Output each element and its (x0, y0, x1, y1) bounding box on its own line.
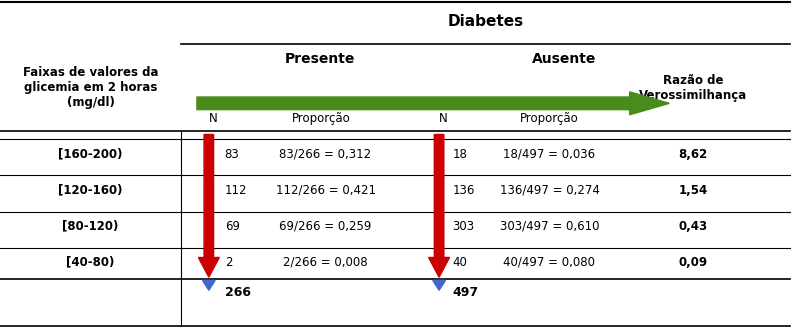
Text: 112/266 = 0,421: 112/266 = 0,421 (276, 184, 376, 197)
Text: 40: 40 (453, 256, 468, 269)
Text: 112: 112 (225, 184, 247, 197)
Text: 136: 136 (453, 184, 475, 197)
Text: [40-80): [40-80) (67, 256, 114, 269)
Text: [120-160): [120-160) (58, 184, 123, 197)
Text: 2/266 = 0,008: 2/266 = 0,008 (283, 256, 368, 269)
Text: Presente: Presente (285, 52, 355, 66)
Text: Diabetes: Diabetes (448, 14, 523, 30)
Text: 303: 303 (453, 220, 475, 233)
Text: 497: 497 (453, 286, 479, 299)
Text: Proporção: Proporção (292, 112, 351, 125)
Text: 1,54: 1,54 (679, 184, 707, 197)
Text: Faixas de valores da
glicemia em 2 horas
(mg/dl): Faixas de valores da glicemia em 2 horas… (23, 66, 158, 109)
Text: [80-120): [80-120) (62, 220, 119, 233)
Text: 136/497 = 0,274: 136/497 = 0,274 (499, 184, 599, 197)
Text: 303/497 = 0,610: 303/497 = 0,610 (499, 220, 599, 233)
Polygon shape (202, 280, 215, 290)
FancyArrow shape (198, 134, 219, 277)
Text: 0,09: 0,09 (679, 256, 707, 269)
Text: 0,43: 0,43 (679, 220, 707, 233)
Text: 69/266 = 0,259: 69/266 = 0,259 (279, 220, 372, 233)
Text: 69: 69 (225, 220, 240, 233)
Text: 8,62: 8,62 (679, 148, 707, 161)
Text: Proporção: Proporção (520, 112, 579, 125)
Text: Razão de
Verossimilhança: Razão de Verossimilhança (639, 74, 747, 102)
Text: 83: 83 (225, 148, 240, 161)
FancyArrow shape (429, 134, 449, 277)
Text: Ausente: Ausente (532, 52, 596, 66)
Text: 40/497 = 0,080: 40/497 = 0,080 (503, 256, 596, 269)
Text: 266: 266 (225, 286, 251, 299)
Text: [160-200): [160-200) (58, 148, 123, 161)
Text: 2: 2 (225, 256, 232, 269)
Text: 18/497 = 0,036: 18/497 = 0,036 (503, 148, 596, 161)
Text: N: N (438, 112, 448, 125)
Polygon shape (433, 280, 445, 290)
Polygon shape (197, 92, 669, 115)
Text: 83/266 = 0,312: 83/266 = 0,312 (279, 148, 372, 161)
Text: 18: 18 (453, 148, 468, 161)
Text: N: N (208, 112, 218, 125)
